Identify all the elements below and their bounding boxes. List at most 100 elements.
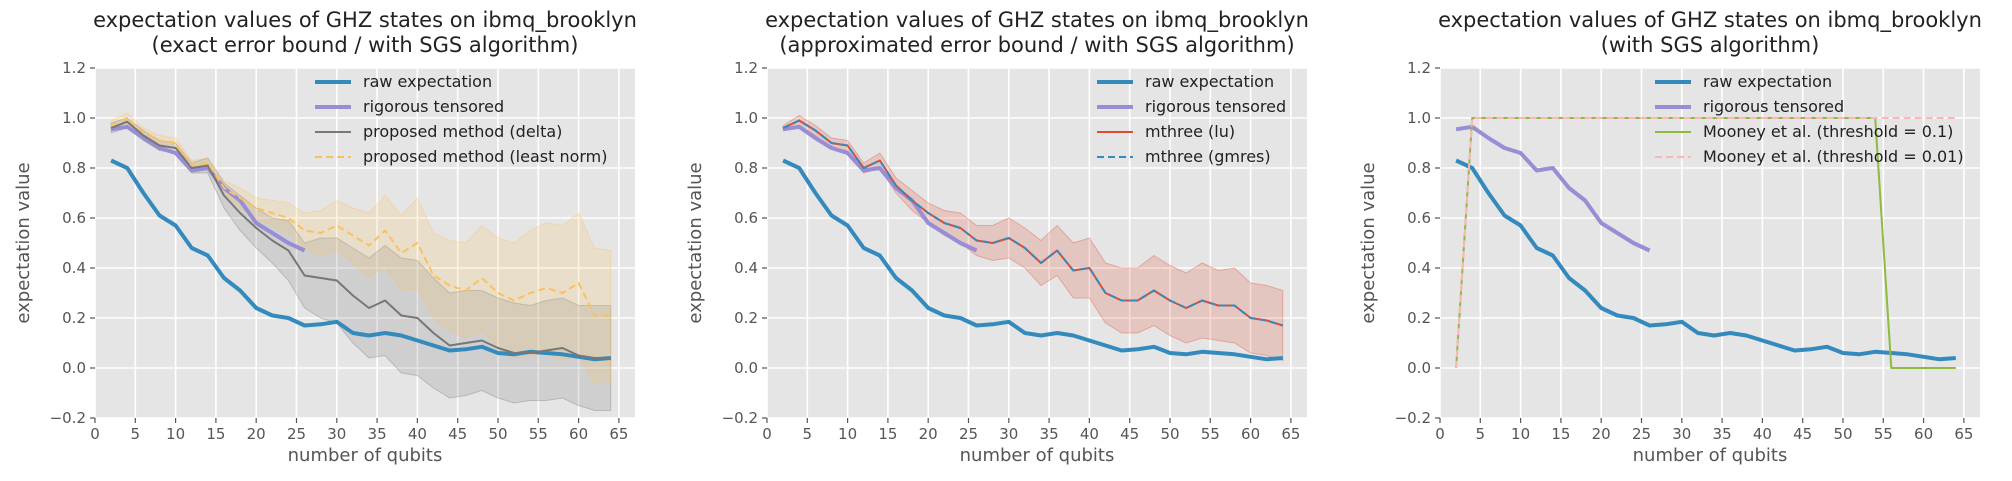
chart-panel-3: 0 5 10 15 20 25 30 35 40 45 50 55 60 65 −0.2 0.0 0.2 0.4 0… <box>1358 8 1982 466</box>
x-tick-label: 15 <box>878 425 897 443</box>
x-tick-label: 40 <box>408 425 427 443</box>
series-line-proposed-method-least-norm <box>110 117 611 317</box>
chart-title-line-1: expectation values of GHZ states on ibmq… <box>765 8 1309 33</box>
y-axis-label: expectation value <box>13 162 34 323</box>
x-tick-label: 35 <box>1713 425 1732 443</box>
legend-label-mthree-lu: mthree (lu) <box>1145 122 1235 141</box>
legend-label-raw-expectation: raw expectation <box>1703 72 1832 91</box>
x-tick-label: 15 <box>1551 425 1570 443</box>
y-tick-label: 0.4 <box>62 259 86 277</box>
x-tick-label: 30 <box>1672 425 1691 443</box>
x-tick-label: 55 <box>1201 425 1220 443</box>
y-tick-label: 1.2 <box>62 59 86 77</box>
series-line-proposed-method-delta <box>110 120 611 359</box>
y-tick-label: −0.2 <box>50 409 86 427</box>
x-axis-label: number of qubits <box>1633 445 1788 466</box>
x-tick-label: 25 <box>959 425 978 443</box>
plot-content <box>110 112 612 411</box>
plot-area <box>95 68 635 418</box>
x-tick-label: 35 <box>368 425 387 443</box>
legend-label-rigorous-tensored: rigorous tensored <box>1145 97 1286 116</box>
series-line-rigorous-tensored <box>1455 124 1651 253</box>
x-axis-label: number of qubits <box>288 445 443 466</box>
y-tick-label: 1.2 <box>1407 59 1431 77</box>
series-line-raw-expectation <box>1455 158 1956 362</box>
x-tick-label: 25 <box>287 425 306 443</box>
chart-title-line-2: (approximated error bound / with SGS alg… <box>779 33 1294 57</box>
y-tick-label: 0.0 <box>734 359 758 377</box>
chart-panel-1: 0 5 10 15 20 25 30 35 40 45 50 55 60 65 −0.2 0.0 0.2 0.4 0… <box>13 8 637 466</box>
x-tick-label: 55 <box>1874 425 1893 443</box>
series-line-mooney-et-al-threshold-0-01 <box>1455 117 1956 369</box>
y-tick-label: 0.0 <box>62 359 86 377</box>
x-axis-label: number of qubits <box>960 445 1115 466</box>
x-tick-label: 60 <box>1241 425 1260 443</box>
legend-label-rigorous-tensored: rigorous tensored <box>363 97 504 116</box>
legend: raw expectation rigorous tensored mthree (… <box>1097 72 1286 166</box>
x-tick-label: 10 <box>1511 425 1530 443</box>
legend-label-rigorous-tensored: rigorous tensored <box>1703 97 1844 116</box>
plot-area <box>767 68 1307 418</box>
x-tick-label: 20 <box>247 425 266 443</box>
x-tick-label: 10 <box>166 425 185 443</box>
legend-label-mooney-et-al-threshold-0-1: Mooney et al. (threshold = 0.1) <box>1703 122 1953 141</box>
x-tick-label: 40 <box>1753 425 1772 443</box>
x-tick-label: 45 <box>1793 425 1812 443</box>
series-line-raw-expectation <box>782 158 1283 362</box>
series-line-mthree-gmres <box>782 119 1284 327</box>
y-tick-label: 1.2 <box>734 59 758 77</box>
x-tick-label: 20 <box>919 425 938 443</box>
y-tick-label: 0.0 <box>1407 359 1431 377</box>
y-axis-label: expectation value <box>1358 162 1379 323</box>
band-proposed-method-least-norm <box>110 112 612 384</box>
x-tick-label: 0 <box>1435 425 1445 443</box>
y-tick-label: 0.6 <box>1407 209 1431 227</box>
x-tick-label: 5 <box>131 425 141 443</box>
plot-content <box>782 114 1284 362</box>
y-tick-label: −0.2 <box>722 409 758 427</box>
y-tick-label: 0.2 <box>62 309 86 327</box>
chart-title-line-2: (with SGS algorithm) <box>1601 33 1820 57</box>
chart-panel-2: 0 5 10 15 20 25 30 35 40 45 50 55 60 65 −0.2 0.0 0.2 0.4 0… <box>685 8 1309 466</box>
x-tick-label: 45 <box>448 425 467 443</box>
y-tick-label: 0.6 <box>734 209 758 227</box>
legend-label-proposed-method-delta: proposed method (delta) <box>363 122 562 141</box>
x-tick-label: 65 <box>1281 425 1300 443</box>
legend-label-mthree-gmres: mthree (gmres) <box>1145 147 1271 166</box>
y-tick-label: −0.2 <box>1395 409 1431 427</box>
y-tick-label: 0.4 <box>1407 259 1431 277</box>
x-tick-label: 35 <box>1040 425 1059 443</box>
y-tick-label: 0.6 <box>62 209 86 227</box>
y-tick-label: 0.4 <box>734 259 758 277</box>
x-tick-label: 65 <box>609 425 628 443</box>
plot-content <box>1455 117 1956 369</box>
legend: raw expectation rigorous tensored proposed… <box>315 72 608 166</box>
x-tick-label: 50 <box>1833 425 1852 443</box>
x-tick-label: 30 <box>327 425 346 443</box>
x-tick-label: 25 <box>1632 425 1651 443</box>
chart-title-line-2: (exact error bound / with SGS algorithm) <box>152 33 579 57</box>
y-tick-label: 0.2 <box>734 309 758 327</box>
y-tick-label: 0.8 <box>62 159 86 177</box>
x-tick-label: 0 <box>90 425 100 443</box>
legend-label-proposed-method-least-norm: proposed method (least norm) <box>363 147 608 166</box>
band-proposed-method-delta <box>110 117 612 411</box>
y-tick-label: 1.0 <box>1407 109 1431 127</box>
x-tick-label: 40 <box>1080 425 1099 443</box>
legend-label-mooney-et-al-threshold-0-01: Mooney et al. (threshold = 0.01) <box>1703 147 1964 166</box>
y-tick-label: 1.0 <box>734 109 758 127</box>
x-tick-label: 15 <box>206 425 225 443</box>
series-line-rigorous-tensored <box>110 124 306 253</box>
series-line-rigorous-tensored <box>782 124 978 253</box>
y-axis-label: expectation value <box>685 162 706 323</box>
x-tick-label: 50 <box>488 425 507 443</box>
x-tick-label: 20 <box>1592 425 1611 443</box>
x-tick-label: 5 <box>1476 425 1486 443</box>
chart-title-line-1: expectation values of GHZ states on ibmq… <box>93 8 637 33</box>
legend-label-raw-expectation: raw expectation <box>1145 72 1274 91</box>
y-tick-label: 1.0 <box>62 109 86 127</box>
y-tick-label: 0.8 <box>734 159 758 177</box>
x-tick-label: 55 <box>529 425 548 443</box>
legend: raw expectation rigorous tensored Mooney e… <box>1655 72 1964 166</box>
